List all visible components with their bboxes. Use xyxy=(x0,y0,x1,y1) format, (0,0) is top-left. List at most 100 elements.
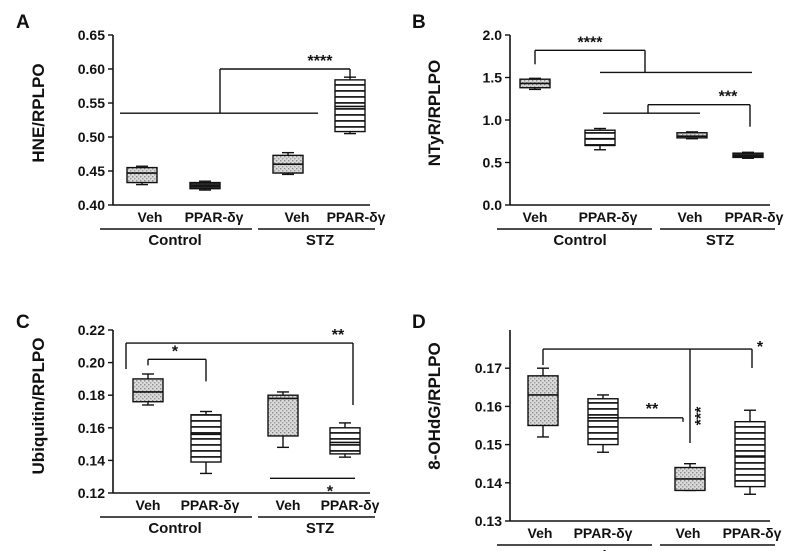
box-body xyxy=(126,166,158,184)
box-1 xyxy=(126,165,158,186)
panel-letter: B xyxy=(412,12,426,33)
category-label: Veh xyxy=(523,209,548,225)
annotation-1: **** xyxy=(534,34,752,74)
y-tick-label: 0.65 xyxy=(78,27,105,43)
box-2 xyxy=(584,127,616,151)
significance-label: **** xyxy=(578,34,604,51)
panel-a: A HNE/RPLPO 0.40 0.45 0.50 0.55 0.60 0.65 Veh PPA… xyxy=(16,12,386,249)
y-tick-label: 2.0 xyxy=(483,27,503,43)
panel-letter: C xyxy=(16,312,30,333)
box-2 xyxy=(587,394,619,453)
significance-label: ** xyxy=(646,401,659,418)
panel-d: D 8-OHdG/RPLPO 0.13 0.14 0.15 0.16 0.17 Veh PPAR… xyxy=(412,312,782,551)
annotation-1: **** xyxy=(120,53,351,114)
group-label: Control xyxy=(148,232,201,249)
y-tick-label: 1.0 xyxy=(483,112,503,128)
annotation-3: ** xyxy=(603,401,684,422)
box-body xyxy=(676,132,708,139)
y-tick-label: 0.20 xyxy=(78,355,105,371)
box-3 xyxy=(674,463,706,492)
panel-letter: A xyxy=(16,12,30,33)
significance-label: *** xyxy=(719,89,738,106)
category-label: Veh xyxy=(678,209,703,225)
category-label: Veh xyxy=(676,525,701,541)
category-label: Veh xyxy=(285,209,310,225)
category-label: PPAR-δγ xyxy=(579,209,638,225)
y-tick-label: 0.15 xyxy=(475,437,502,453)
box-3 xyxy=(267,391,299,449)
box-body xyxy=(190,414,222,463)
y-tick-label: 0.13 xyxy=(475,513,502,529)
box-2 xyxy=(190,410,222,475)
y-tick-label: 0.17 xyxy=(475,360,502,376)
y-tick-label: 0.5 xyxy=(483,155,503,171)
box-body xyxy=(267,394,299,437)
y-tick-label: 0.14 xyxy=(475,475,502,491)
category-label: Veh xyxy=(528,525,553,541)
category-label: Veh xyxy=(136,497,161,513)
annotation-3: * xyxy=(270,477,355,500)
category-label: PPAR-δγ xyxy=(327,209,386,225)
annotations: ****** xyxy=(542,339,764,443)
annotations: ******* xyxy=(534,34,752,127)
category-label: Veh xyxy=(138,209,163,225)
y-tick-label: 0.50 xyxy=(78,129,105,145)
y-tick-label: 0.60 xyxy=(78,61,105,77)
y-tick-label: 0.55 xyxy=(78,95,105,111)
annotation-1: * xyxy=(147,343,207,382)
annotations: **** xyxy=(125,327,355,500)
box-4 xyxy=(734,409,766,495)
y-axis-label: 8-OHdG/RPLPO xyxy=(425,342,444,470)
box-2 xyxy=(189,180,221,191)
significance-label: **** xyxy=(308,53,334,70)
y-tick-label: 0.22 xyxy=(78,322,105,338)
group-label: STZ xyxy=(706,232,734,249)
box-body xyxy=(329,427,361,455)
y-tick-label: 0.18 xyxy=(78,387,105,403)
significance-label: * xyxy=(327,483,334,500)
y-axis-label: NTyR/RPLPO xyxy=(425,60,444,166)
box-1 xyxy=(527,367,559,438)
significance-label: *** xyxy=(693,406,710,425)
y-tick-label: 0.0 xyxy=(483,197,503,213)
box-body xyxy=(587,398,619,446)
category-label: PPAR-δγ xyxy=(181,497,240,513)
group-label: Control xyxy=(553,232,606,249)
y-axis-label: HNE/RPLPO xyxy=(29,63,48,162)
box-body xyxy=(734,420,766,488)
y-tick-label: 0.16 xyxy=(475,398,502,414)
group-label: STZ xyxy=(306,520,334,537)
group-label: Control xyxy=(553,548,606,551)
annotation-2: * xyxy=(751,339,764,368)
annotation-2: ** xyxy=(125,327,354,406)
category-label: PPAR-δγ xyxy=(574,525,633,541)
box-body xyxy=(132,378,164,403)
box-1 xyxy=(132,373,164,406)
box-3 xyxy=(676,131,708,140)
box-body xyxy=(584,129,616,147)
y-tick-label: 0.14 xyxy=(78,452,105,468)
panel-c: C Ubiquitin/RPLPO 0.12 0.14 0.16 0.18 0.20 0.22… xyxy=(16,312,380,537)
box-1 xyxy=(519,77,551,91)
category-label: PPAR-δγ xyxy=(725,209,784,225)
category-label: PPAR-δγ xyxy=(723,525,782,541)
y-tick-label: 0.40 xyxy=(78,197,105,213)
group-label: Control xyxy=(148,520,201,537)
y-axis-label: Ubiquitin/RPLPO xyxy=(29,338,48,475)
y-tick-label: 0.45 xyxy=(78,163,105,179)
category-label: Veh xyxy=(276,497,301,513)
y-tick-label: 1.5 xyxy=(483,70,503,86)
annotations: **** xyxy=(120,53,351,114)
box-4 xyxy=(732,151,764,159)
box-4 xyxy=(329,422,361,458)
annotation-1: *** xyxy=(542,348,752,443)
panel-b: B NTyR/RPLPO 0.0 0.5 1.0 1.5 2.0 Veh PPAR-δγ Veh P… xyxy=(412,12,784,249)
group-label: STZ xyxy=(706,548,734,551)
annotation-2: *** xyxy=(603,89,751,127)
significance-label: * xyxy=(757,339,764,356)
category-label: PPAR-δγ xyxy=(321,497,380,513)
significance-label: ** xyxy=(332,327,345,344)
significance-label: * xyxy=(172,343,179,360)
category-label: PPAR-δγ xyxy=(185,209,244,225)
y-tick-label: 0.16 xyxy=(78,420,105,436)
